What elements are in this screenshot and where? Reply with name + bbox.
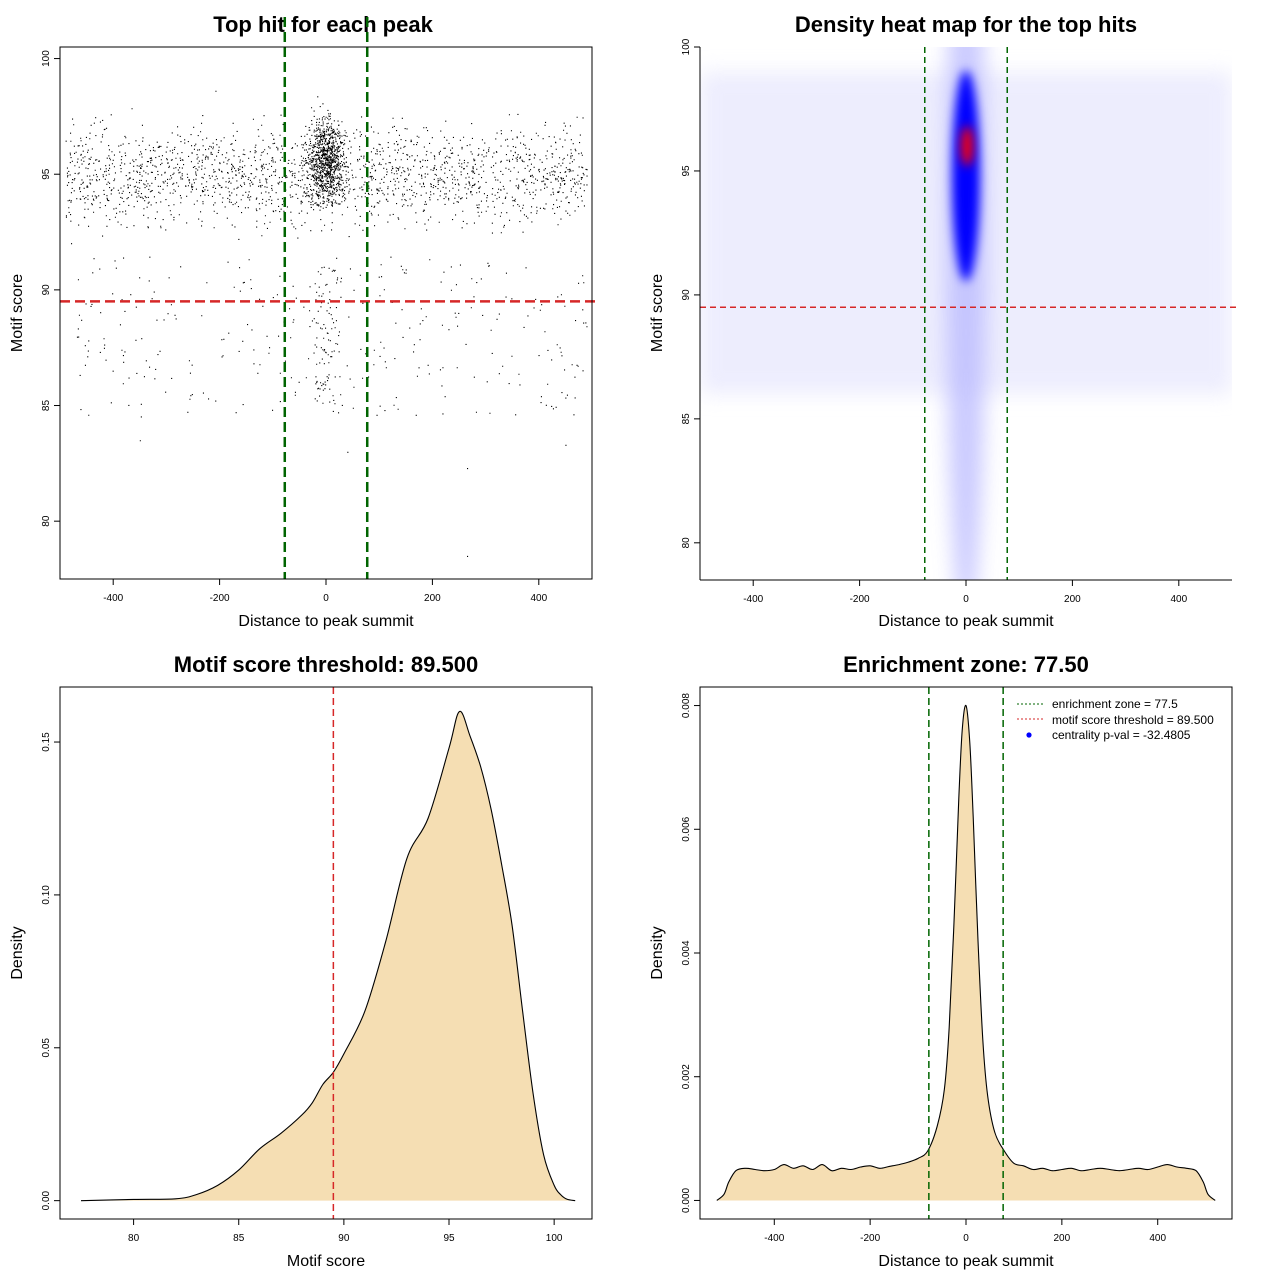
y-tick-label: 100: [41, 50, 52, 67]
density-fill: [716, 705, 1216, 1201]
x-tick-label: 95: [443, 1233, 455, 1244]
scatter-panel: Top hit for each peak -400 -200 0 200 400 80 8…: [9, 12, 600, 630]
heatmap-xlabel: Distance to peak summit: [878, 613, 1054, 630]
score-density-ylabel: Density: [9, 926, 26, 979]
scatter-xlabel: Distance to peak summit: [238, 613, 414, 630]
y-tick-label: 80: [681, 537, 692, 549]
legend: enrichment zone = 77.5 motif score thres…: [1017, 697, 1214, 742]
distance-density-xlabel: Distance to peak summit: [878, 1253, 1054, 1270]
x-tick-label: 400: [1149, 1233, 1166, 1244]
y-tick-label: 90: [41, 284, 52, 296]
score-density-frame: [59, 686, 593, 1220]
y-tick-label: 95: [681, 165, 692, 177]
y-tick-label: 0.006: [681, 816, 692, 841]
x-tick-label: 85: [233, 1233, 245, 1244]
x-tick-label: 200: [424, 593, 441, 604]
scatter-frame: [59, 46, 593, 580]
heatmap-title: Density heat map for the top hits: [795, 12, 1137, 37]
legend-swatch-pval: [1026, 732, 1032, 738]
heatmap-panel: Density heat map for the top hits -400 -2…: [649, 12, 1240, 630]
x-tick-label: 100: [546, 1233, 563, 1244]
y-tick-label: 0.004: [681, 940, 692, 965]
scatter-points: [65, 90, 588, 557]
heatmap-central-core: [952, 70, 980, 282]
x-tick-label: 80: [128, 1233, 140, 1244]
density-curve: [716, 704, 1216, 1201]
y-tick-label: 0.008: [681, 693, 692, 718]
y-tick-label: 100: [681, 38, 692, 55]
y-tick-label: 80: [41, 515, 52, 527]
x-tick-label: 400: [1170, 594, 1187, 605]
y-tick-label: 0.05: [41, 1038, 52, 1058]
y-tick-label: 0.15: [41, 732, 52, 752]
heatmap-ylabel: Motif score: [649, 274, 666, 352]
y-tick-label: 0.10: [41, 885, 52, 905]
scatter-title: Top hit for each peak: [213, 12, 433, 37]
x-tick-label: 0: [963, 594, 969, 605]
y-tick-label: 0.002: [681, 1064, 692, 1089]
x-tick-label: 90: [338, 1233, 350, 1244]
y-tick-label: 0.000: [681, 1187, 692, 1212]
score-density-title: Motif score threshold: 89.500: [174, 652, 478, 677]
legend-label-threshold: motif score threshold = 89.500: [1052, 713, 1214, 727]
x-tick-label: 0: [963, 1233, 969, 1244]
x-tick-label: 400: [530, 593, 547, 604]
score-density-xlabel: Motif score: [287, 1253, 365, 1270]
x-tick-label: -200: [210, 593, 230, 604]
x-tick-label: -400: [764, 1233, 784, 1244]
density-fill: [81, 711, 576, 1201]
distance-density-title: Enrichment zone: 77.50: [843, 652, 1089, 677]
density-curve: [80, 710, 576, 1202]
x-tick-label: -200: [860, 1233, 880, 1244]
y-tick-label: 95: [41, 168, 52, 180]
y-tick-label: 85: [681, 413, 692, 425]
distance-density-panel: Enrichment zone: 77.50 -400 -200 0 200 400 0.…: [649, 652, 1233, 1270]
legend-label-zone: enrichment zone = 77.5: [1052, 697, 1178, 711]
scatter-ylabel: Motif score: [9, 274, 26, 352]
x-tick-label: 200: [1064, 594, 1081, 605]
heatmap-density: [700, 47, 1232, 580]
x-tick-label: -200: [850, 594, 870, 605]
distance-density-frame: [699, 686, 1233, 1220]
x-tick-label: 0: [323, 593, 329, 604]
y-tick-label: 90: [681, 289, 692, 301]
legend-label-pval: centrality p-val = -32.4805: [1052, 728, 1191, 742]
score-density-panel: Motif score threshold: 89.500 80 85 90 95 10…: [9, 652, 593, 1270]
heatmap-hotspot: [961, 126, 974, 167]
y-tick-label: 85: [41, 400, 52, 412]
x-tick-label: -400: [103, 593, 123, 604]
x-tick-label: -400: [743, 594, 763, 605]
x-tick-label: 200: [1054, 1233, 1071, 1244]
y-tick-label: 0.00: [41, 1190, 52, 1210]
distance-density-ylabel: Density: [649, 926, 666, 979]
